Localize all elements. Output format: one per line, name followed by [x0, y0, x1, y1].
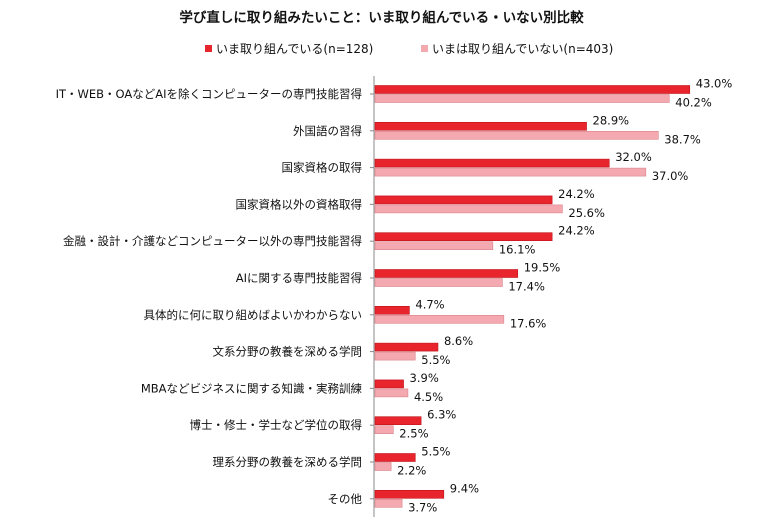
- value-label-not-current: 2.2%: [397, 464, 426, 478]
- bar-not-current: [374, 351, 416, 361]
- value-label-not-current: 37.0%: [652, 169, 689, 183]
- bar-current: [374, 379, 404, 389]
- bar-not-current: [374, 425, 394, 435]
- bar-current: [374, 158, 610, 168]
- bar-current: [374, 305, 410, 315]
- bar-not-current: [374, 314, 505, 324]
- bar-current: [374, 269, 519, 278]
- legend-swatch-current: [205, 45, 212, 52]
- value-label-current: 6.3%: [427, 408, 456, 422]
- category-label: AIに関する専門技能習得: [236, 271, 362, 285]
- bar-not-current: [374, 94, 670, 103]
- bar-current: [374, 195, 553, 205]
- bar-not-current: [374, 241, 494, 250]
- value-label-not-current: 17.6%: [510, 316, 547, 330]
- value-label-current: 3.9%: [410, 371, 439, 385]
- value-label-current: 32.0%: [615, 150, 652, 164]
- value-label-current: 4.7%: [415, 297, 444, 311]
- category-label: 国家資格以外の資格取得: [236, 197, 363, 211]
- category-label: MBAなどビジネスに関する知識・実務訓練: [141, 381, 363, 395]
- bar-not-current: [374, 167, 647, 177]
- legend-label-not-current: いまは取り組んでいない(n=403): [432, 42, 614, 56]
- category-label: 理系分野の教養を深める学問: [213, 455, 363, 469]
- bar-current: [374, 453, 416, 462]
- value-label-not-current: 16.1%: [499, 243, 536, 257]
- legend-item-current: いま取り組んでいる(n=128): [205, 40, 373, 57]
- category-label: 金融・設計・介護などコンピューター以外の専門技能習得: [63, 234, 362, 248]
- value-label-current: 8.6%: [444, 334, 473, 348]
- legend-swatch-not-current: [421, 45, 428, 52]
- value-label-current: 28.9%: [593, 113, 630, 127]
- category-label: 文系分野の教養を深める学問: [213, 345, 363, 359]
- value-label-not-current: 25.6%: [568, 206, 605, 220]
- bar-current: [374, 489, 445, 499]
- value-label-current: 5.5%: [421, 445, 450, 459]
- value-label-current: 19.5%: [524, 261, 561, 275]
- bar-not-current: [374, 388, 409, 398]
- value-label-not-current: 17.4%: [508, 280, 545, 294]
- bar-not-current: [374, 131, 659, 140]
- bar-current: [374, 416, 422, 426]
- category-label: 外国語の習得: [293, 124, 362, 138]
- value-label-not-current: 5.5%: [421, 353, 450, 367]
- category-label: 具体的に何に取り組めばよいかわからない: [144, 308, 363, 322]
- value-label-not-current: 4.5%: [414, 390, 443, 404]
- bar-not-current: [374, 204, 563, 214]
- bar-current: [374, 342, 439, 352]
- value-label-current: 43.0%: [696, 77, 733, 91]
- bar-not-current: [374, 498, 403, 508]
- legend-label-current: いま取り組んでいる(n=128): [216, 42, 374, 56]
- category-label: 博士・修士・学士など学位の取得: [190, 418, 363, 432]
- legend-item-not-current: いまは取り組んでいない(n=403): [421, 40, 613, 57]
- bar-current: [374, 85, 691, 94]
- value-label-not-current: 40.2%: [675, 96, 712, 110]
- bar-not-current: [374, 462, 392, 471]
- bar-not-current: [374, 278, 503, 287]
- category-label: IT・WEB・OAなどAIを除くコンピューターの専門技能習得: [56, 87, 362, 101]
- category-label: 国家資格の取得: [282, 161, 363, 175]
- value-label-not-current: 38.7%: [664, 132, 701, 146]
- value-label-current: 24.2%: [558, 187, 595, 201]
- category-label: その他: [328, 492, 363, 506]
- bar-current: [374, 122, 587, 131]
- value-label-not-current: 2.5%: [399, 427, 428, 441]
- value-label-current: 9.4%: [450, 481, 479, 495]
- bar-current: [374, 232, 553, 241]
- chart-title: 学び直しに取り組みたいこと：いま取り組んでいる・いない別比較: [179, 10, 584, 26]
- value-label-not-current: 3.7%: [408, 500, 437, 514]
- value-label-current: 24.2%: [558, 224, 595, 238]
